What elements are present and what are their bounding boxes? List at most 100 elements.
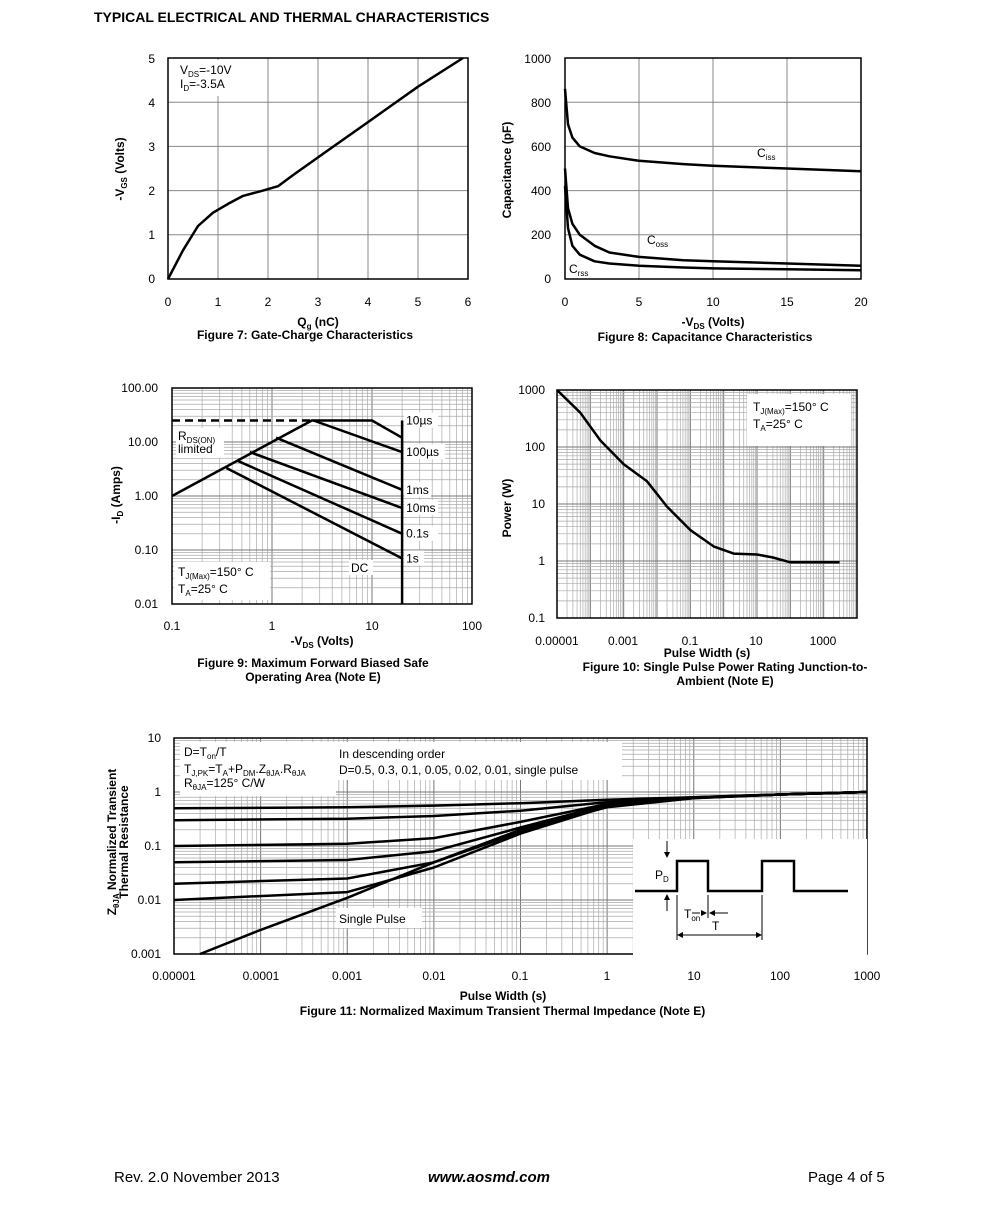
series-group — [171, 419, 404, 604]
series-line-1ms — [275, 436, 403, 491]
series-label-bg — [404, 550, 425, 566]
annotation-box — [349, 560, 373, 575]
x-tick-label: 100 — [770, 969, 790, 983]
annotation-box — [174, 562, 270, 600]
y-tick-label: 600 — [531, 140, 551, 154]
series-line-0 — [166, 56, 464, 280]
x-tick-label: 0.01 — [422, 969, 446, 983]
x-axis-label: -VDS (Volts) — [682, 315, 745, 331]
x-tick-label: 0.001 — [608, 634, 638, 648]
x-tick-label: 10 — [687, 969, 701, 983]
annotation: ID=-3.5A — [180, 77, 225, 93]
annotation: DC — [351, 561, 369, 575]
annotation: TA=25° C — [178, 582, 228, 598]
annotation: D=Ton/T — [184, 745, 227, 761]
power-rating-chart: 1000 100 10 1 0.1 0.00001 0.001 0.1 10 1… — [500, 383, 858, 660]
x-axis-label: Pulse Width (s) — [460, 989, 547, 1003]
y-tick-label: 0 — [148, 272, 155, 286]
series-line-crss — [563, 186, 862, 272]
series-line-0-1s — [236, 459, 403, 535]
figure-11-caption: Figure 11: Normalized Maximum Transient … — [299, 1004, 706, 1018]
y-tick-label: 0.01 — [135, 597, 159, 611]
plot-frame — [167, 57, 469, 280]
series-label: 100µs — [406, 445, 439, 459]
series-line-1s — [225, 466, 403, 560]
figure-10-caption: Figure 10: Single Pulse Power Rating Jun… — [582, 660, 868, 688]
x-tick-label: 5 — [636, 295, 643, 309]
series-line-single-pulse — [199, 790, 868, 956]
x-tick-label: 0.00001 — [152, 969, 196, 983]
legend-box — [747, 394, 851, 446]
x-tick-label: 15 — [780, 295, 794, 309]
y-tick-label: 0.1 — [528, 611, 545, 625]
capacitance-chart: 1000 800 600 400 200 0 0 5 10 15 20 Ciss… — [500, 52, 868, 331]
x-tick-label: 1000 — [810, 634, 837, 648]
x-tick-label: 4 — [365, 295, 372, 309]
y-tick-label: 2 — [148, 184, 155, 198]
pulse-inset-bg — [633, 839, 867, 956]
series-label-coss: Coss — [647, 233, 668, 249]
footer-website[interactable]: www.aosmd.com — [428, 1169, 550, 1186]
y-axis-label: -ID (Amps) — [109, 466, 125, 524]
annotation-box — [176, 428, 224, 458]
x-tick-label: 1 — [604, 969, 611, 983]
order-box — [336, 742, 622, 780]
y-tick-label: 3 — [148, 140, 155, 154]
series-label-bg — [404, 481, 432, 497]
x-tick-label: 0.00001 — [535, 634, 579, 648]
x-tick-label: 100 — [462, 619, 482, 633]
x-tick-label: 6 — [465, 295, 472, 309]
series-line-10-s — [171, 419, 403, 498]
thermal-impedance-chart: 10 1 0.1 0.01 0.001 0.00001 0.0001 0.001… — [105, 731, 881, 1003]
y-tick-label: 4 — [148, 96, 155, 110]
x-tick-label: 10 — [749, 634, 763, 648]
y-tick-label: 0 — [544, 272, 551, 286]
safe-operating-area-chart: 100.00 10.00 1.00 0.10 0.01 0.1 1 10 100… — [109, 381, 482, 650]
y-tick-label: 1 — [154, 785, 161, 799]
period-label: T — [712, 919, 720, 933]
pulse-diagram: PD Ton T — [633, 839, 867, 956]
y-tick-label: 100.00 — [121, 381, 158, 395]
series-line-ciss — [563, 88, 862, 173]
x-tick-label: 0.1 — [682, 634, 699, 648]
series-label: 1s — [406, 551, 419, 565]
y-tick-label: 1000 — [518, 383, 545, 397]
single-pulse-box — [336, 908, 422, 928]
page-title: TYPICAL ELECTRICAL AND THERMAL CHARACTER… — [94, 9, 490, 25]
y-tick-label: 0.1 — [144, 839, 161, 853]
figure-8-caption: Figure 8: Capacitance Characteristics — [597, 330, 813, 344]
plot-frame — [556, 389, 858, 619]
y-tick-label: 0.001 — [131, 947, 161, 961]
x-tick-label: 10 — [706, 295, 720, 309]
series-line-0 — [556, 389, 840, 564]
series-label: 1ms — [406, 483, 429, 497]
series-label-crss: Crss — [569, 262, 588, 278]
footer-page-number: Page 4 of 5 — [808, 1169, 885, 1186]
series-group — [556, 389, 840, 564]
series-label-ciss: Ciss — [757, 146, 775, 162]
y-axis-label: Power (W) — [500, 479, 514, 538]
series-label: 10ms — [406, 501, 435, 515]
y-tick-label: 1.00 — [135, 489, 159, 503]
y-tick-label: 0.10 — [135, 543, 159, 557]
legend-box — [176, 60, 240, 96]
series-line-coss — [563, 168, 862, 267]
x-tick-label: 20 — [854, 295, 868, 309]
figure-9-caption: Figure 9: Maximum Forward Biased Safe Op… — [197, 656, 429, 684]
y-tick-label: 800 — [531, 96, 551, 110]
y-tick-label: 100 — [525, 440, 545, 454]
x-tick-label: 2 — [265, 295, 272, 309]
annotation: limited — [178, 442, 213, 456]
annotation: TA=25° C — [753, 417, 803, 433]
x-tick-label: 0 — [562, 295, 569, 309]
footer-revision: Rev. 2.0 November 2013 — [114, 1169, 280, 1186]
series-group — [173, 790, 868, 956]
x-tick-label: 1 — [269, 619, 276, 633]
pulse-waveform — [635, 859, 848, 893]
y-tick-label: 10 — [532, 497, 546, 511]
series-group — [166, 56, 464, 280]
formula-box — [180, 742, 336, 796]
series-line-100-s — [313, 419, 403, 454]
series-label-bg — [404, 412, 439, 428]
x-tick-label: 0 — [165, 295, 172, 309]
